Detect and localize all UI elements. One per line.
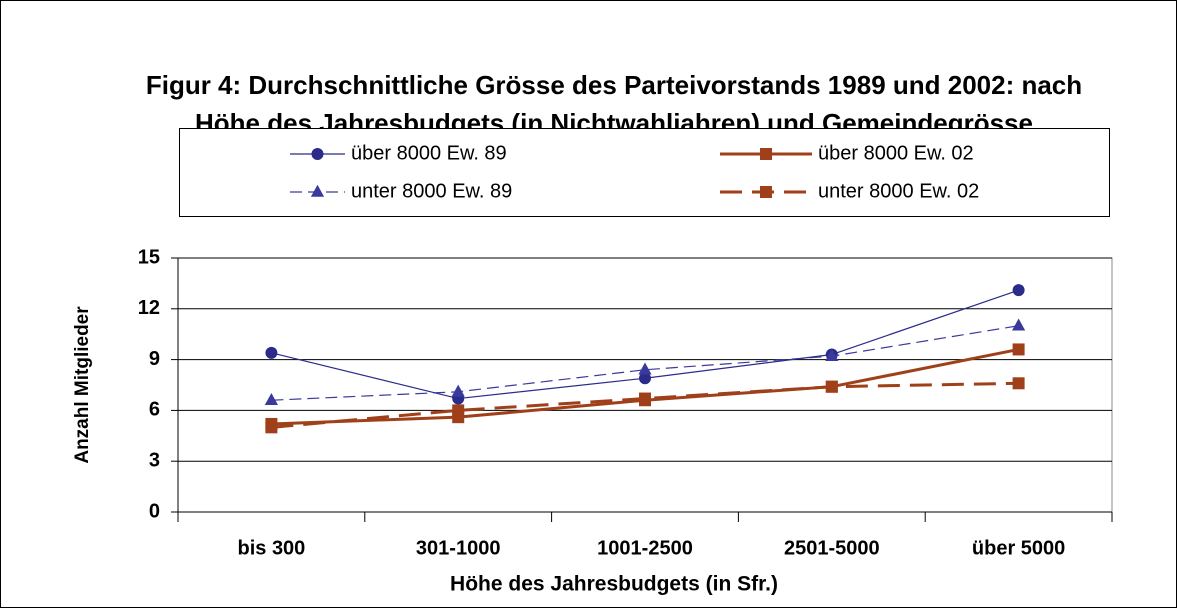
x-tick-label: über 5000 [972,537,1065,559]
x-axis-label: Höhe des Jahresbudgets (in Sfr.) [450,573,778,596]
marker [1012,318,1026,331]
marker [452,404,465,417]
marker [825,380,838,393]
legend-label: über 8000 Ew. 89 [351,142,507,164]
legend-label: über 8000 Ew. 02 [818,142,974,164]
y-tick-label: 12 [138,297,160,319]
x-tick-label: bis 300 [237,537,305,559]
marker [639,392,651,405]
x-tick-label: 301-1000 [416,537,501,559]
y-tick-label: 3 [149,449,160,471]
marker [451,384,465,397]
marker [265,346,278,359]
marker [638,362,652,375]
marker [639,372,651,385]
marker [264,393,278,406]
x-tick-label: 1001-2500 [597,537,693,559]
marker [265,421,278,434]
y-tick-label: 6 [149,399,160,421]
series-line [271,381,1019,429]
y-tick-label: 0 [149,500,160,522]
legend-label: unter 8000 Ew. 02 [818,180,979,202]
legend-marker [310,184,325,197]
marker [825,349,839,362]
legend-box [179,128,1110,217]
x-tick-label: 2501-5000 [784,537,880,559]
plot-area [177,257,1113,513]
marker [1012,343,1025,356]
marker [1012,377,1025,390]
marker [1012,284,1025,297]
y-axis-label: Anzahl Mitglieder [72,306,93,464]
legend-marker [760,186,772,198]
chart-title: Figur 4: Durchschnittliche Grösse des Pa… [146,70,1082,100]
legend-label: unter 8000 Ew. 89 [351,180,512,202]
y-tick-label: 15 [138,246,160,268]
y-tick-label: 9 [149,348,160,370]
legend-marker [760,148,772,160]
legend-marker [311,148,324,160]
